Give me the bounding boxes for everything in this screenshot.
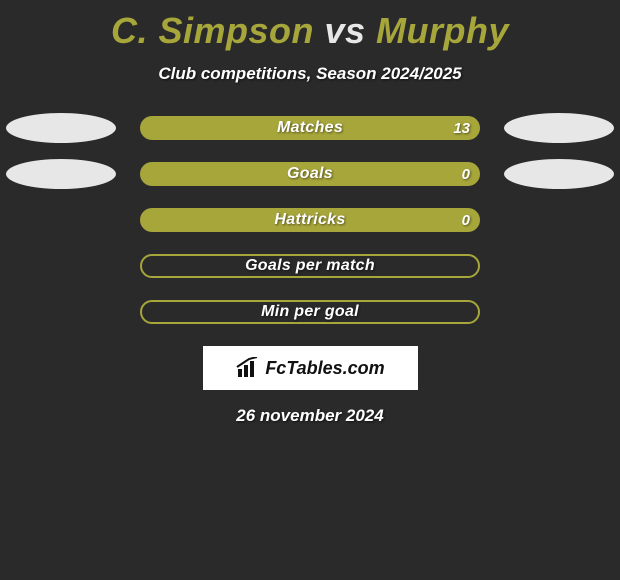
brand-logo: FcTables.com: [203, 346, 418, 390]
stat-value: 0: [462, 166, 470, 183]
stat-bar: Goals per match: [140, 254, 480, 278]
stat-label: Hattricks: [274, 211, 345, 229]
stat-bar: Goals 0: [140, 162, 480, 186]
title-player2: Murphy: [376, 10, 509, 51]
stat-value: 0: [462, 212, 470, 229]
ellipse-left: [6, 113, 116, 143]
stat-row-min-per-goal: Min per goal: [0, 300, 620, 324]
page-title: C. Simpson vs Murphy: [0, 0, 620, 52]
stat-label: Goals: [287, 165, 333, 183]
stat-label: Goals per match: [245, 257, 375, 275]
stat-value: 13: [453, 120, 470, 137]
ellipse-left: [6, 159, 116, 189]
stat-bar: Hattricks 0: [140, 208, 480, 232]
chart-icon: [235, 357, 261, 379]
stat-row-goals: Goals 0: [0, 162, 620, 186]
page-subtitle: Club competitions, Season 2024/2025: [0, 64, 620, 84]
stat-row-matches: Matches 13: [0, 116, 620, 140]
footer-date: 26 november 2024: [0, 406, 620, 426]
ellipse-right: [504, 113, 614, 143]
ellipse-right: [504, 159, 614, 189]
stats-rows: Matches 13 Goals 0 Hattricks 0 Goals per…: [0, 116, 620, 324]
stat-label: Matches: [277, 119, 343, 137]
title-vs: vs: [314, 10, 376, 51]
stat-bar: Matches 13: [140, 116, 480, 140]
stat-row-goals-per-match: Goals per match: [0, 254, 620, 278]
brand-logo-text: FcTables.com: [265, 358, 384, 379]
stat-bar: Min per goal: [140, 300, 480, 324]
stat-row-hattricks: Hattricks 0: [0, 208, 620, 232]
stat-label: Min per goal: [261, 303, 359, 321]
title-player1: C. Simpson: [111, 10, 314, 51]
